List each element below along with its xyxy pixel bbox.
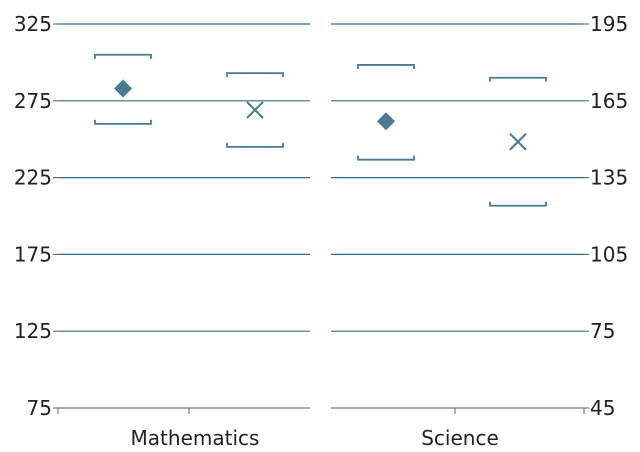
range-lower-bracket [94, 119, 152, 125]
y-tick-label: 45 [590, 396, 615, 420]
mathematics-panel: 75 125 175 225 275 325 [14, 12, 310, 420]
y-tick-label: 135 [590, 166, 628, 190]
y-tick-label: 175 [14, 242, 52, 266]
range-upper-bracket [226, 72, 284, 78]
y-tick-label: 325 [14, 12, 52, 36]
y-tick-label: 105 [590, 242, 628, 266]
range-upper-bracket [357, 64, 415, 69]
range-lower-bracket [226, 142, 284, 148]
range-lower-bracket [489, 201, 547, 207]
y-tick-label: 75 [27, 396, 52, 420]
range-lower-bracket [357, 155, 415, 161]
y-tick-label: 195 [590, 12, 628, 36]
category-label-science: Science [421, 426, 499, 450]
x-marker [246, 101, 264, 119]
y-tick-label: 165 [590, 89, 628, 113]
range-upper-bracket [489, 76, 547, 82]
science-panel: 45 75 105 135 165 195 [331, 12, 628, 420]
y-tick-label: 225 [14, 166, 52, 190]
diamond-marker [377, 112, 395, 131]
category-label-mathematics: Mathematics [131, 426, 260, 450]
range-upper-bracket [94, 53, 152, 59]
y-tick-label: 125 [14, 319, 52, 343]
y-tick-label: 275 [14, 89, 52, 113]
y-tick-label: 75 [590, 319, 615, 343]
diamond-marker [114, 79, 132, 98]
x-marker [509, 133, 527, 151]
